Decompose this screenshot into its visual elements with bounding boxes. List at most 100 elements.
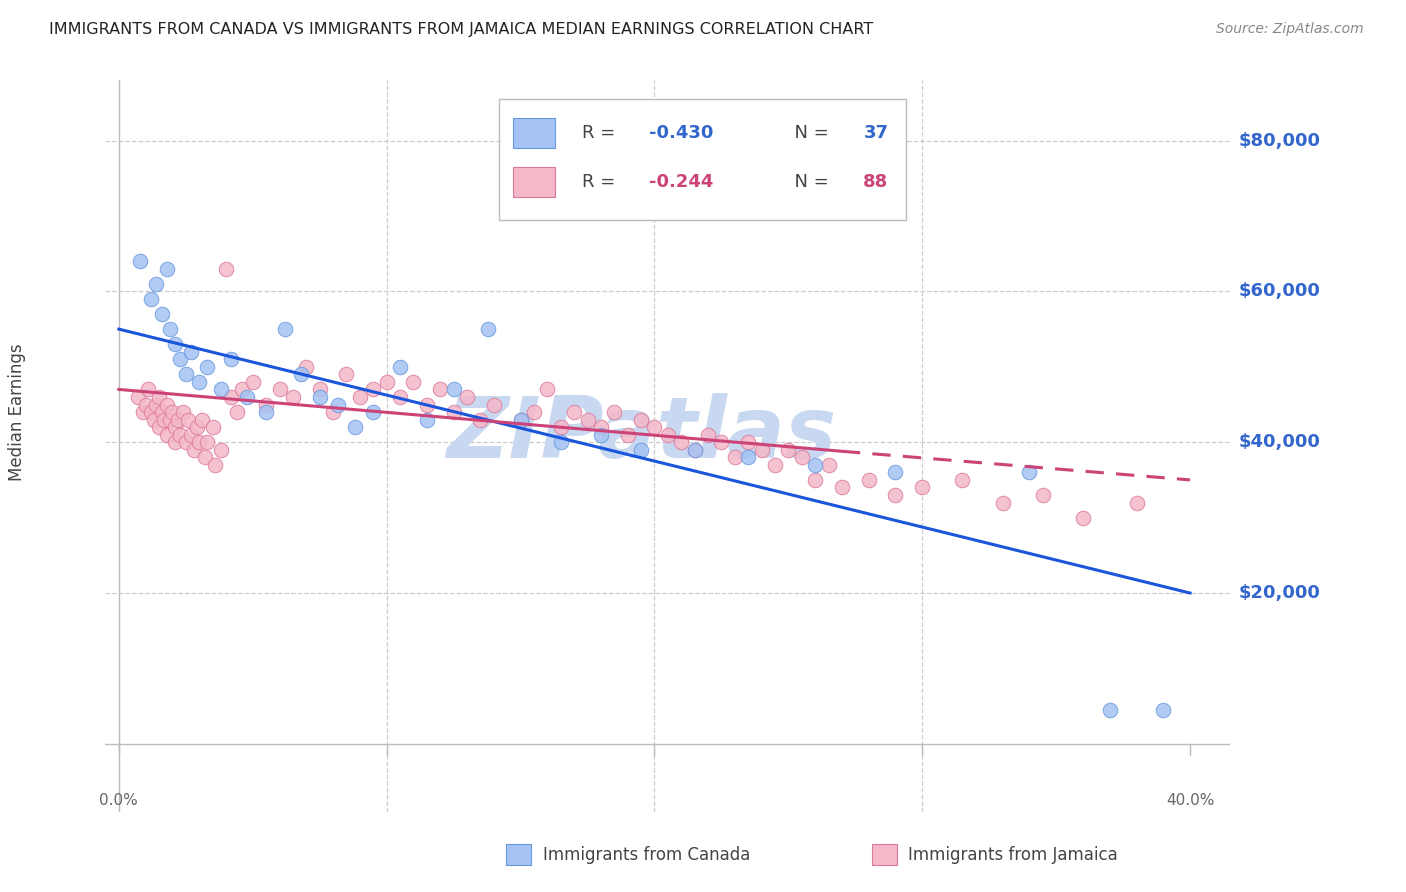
Point <box>308 383 330 397</box>
Point <box>737 450 759 465</box>
Point <box>127 390 149 404</box>
Point <box>322 405 344 419</box>
Point <box>180 427 202 442</box>
Point <box>169 352 191 367</box>
Point <box>139 292 162 306</box>
Point <box>482 398 505 412</box>
Point <box>416 398 439 412</box>
Point <box>215 261 238 276</box>
Text: Immigrants from Canada: Immigrants from Canada <box>543 846 749 863</box>
Point <box>509 412 531 426</box>
Point <box>589 427 612 442</box>
Point <box>148 390 170 404</box>
Point <box>135 398 157 412</box>
Point <box>671 435 693 450</box>
Point <box>195 359 218 374</box>
Point <box>156 398 179 412</box>
Point <box>254 405 277 419</box>
Text: Source: ZipAtlas.com: Source: ZipAtlas.com <box>1216 22 1364 37</box>
Point <box>295 359 318 374</box>
Point <box>183 442 205 457</box>
Point <box>858 473 880 487</box>
Point <box>804 458 827 472</box>
Point <box>576 412 599 426</box>
Text: R =: R = <box>582 124 621 142</box>
Text: $40,000: $40,000 <box>1239 434 1320 451</box>
Point <box>150 405 173 419</box>
Point <box>763 458 786 472</box>
Text: $20,000: $20,000 <box>1239 584 1320 602</box>
Point <box>343 420 366 434</box>
Point <box>290 368 312 382</box>
Point <box>139 405 162 419</box>
Point <box>683 442 706 457</box>
Text: ZIPatlas: ZIPatlas <box>446 393 837 476</box>
Point <box>630 442 652 457</box>
Point <box>361 383 384 397</box>
Point <box>231 383 253 397</box>
Text: 88: 88 <box>863 173 889 191</box>
Point <box>562 405 585 419</box>
Point <box>911 480 934 494</box>
Text: N =: N = <box>783 173 835 191</box>
Point <box>191 412 214 426</box>
Point <box>132 405 155 419</box>
Point <box>148 420 170 434</box>
Point <box>335 368 357 382</box>
Point <box>254 398 277 412</box>
Point <box>242 375 264 389</box>
Point <box>159 412 181 426</box>
Point <box>523 405 546 419</box>
Point <box>169 427 191 442</box>
Text: $60,000: $60,000 <box>1239 283 1320 301</box>
Point <box>817 458 839 472</box>
Text: IMMIGRANTS FROM CANADA VS IMMIGRANTS FROM JAMAICA MEDIAN EARNINGS CORRELATION CH: IMMIGRANTS FROM CANADA VS IMMIGRANTS FRO… <box>49 22 873 37</box>
Point <box>221 390 243 404</box>
Point <box>429 383 451 397</box>
Point <box>142 412 165 426</box>
Point <box>136 383 159 397</box>
Point <box>1125 495 1147 509</box>
Point <box>778 442 800 457</box>
Point <box>470 412 492 426</box>
Point <box>180 344 202 359</box>
Point <box>603 405 626 419</box>
Point <box>153 412 176 426</box>
Point <box>165 435 187 450</box>
Point <box>751 442 773 457</box>
Point <box>389 359 412 374</box>
Point <box>209 383 232 397</box>
Point <box>697 427 720 442</box>
Point <box>236 390 259 404</box>
Point <box>884 488 907 502</box>
Text: 40.0%: 40.0% <box>1166 793 1215 808</box>
Point <box>1018 466 1040 480</box>
Text: 0.0%: 0.0% <box>100 793 138 808</box>
Point <box>443 405 465 419</box>
Point <box>188 375 211 389</box>
Point <box>361 405 384 419</box>
Point <box>195 435 218 450</box>
Bar <box>506 844 531 865</box>
Point <box>550 435 572 450</box>
Point <box>204 458 226 472</box>
Point <box>150 307 173 321</box>
Point <box>193 450 215 465</box>
Point <box>804 473 827 487</box>
Point <box>443 383 465 397</box>
Point <box>159 322 181 336</box>
Point <box>156 427 179 442</box>
Text: $80,000: $80,000 <box>1239 132 1320 150</box>
Point <box>710 435 733 450</box>
Point <box>349 390 371 404</box>
Point <box>402 375 425 389</box>
Point <box>188 435 211 450</box>
Text: Immigrants from Jamaica: Immigrants from Jamaica <box>908 846 1118 863</box>
Point <box>172 405 194 419</box>
Point <box>281 390 304 404</box>
Point <box>683 442 706 457</box>
Text: 37: 37 <box>863 124 889 142</box>
Point <box>643 420 665 434</box>
Point <box>991 495 1014 509</box>
Point <box>737 435 759 450</box>
